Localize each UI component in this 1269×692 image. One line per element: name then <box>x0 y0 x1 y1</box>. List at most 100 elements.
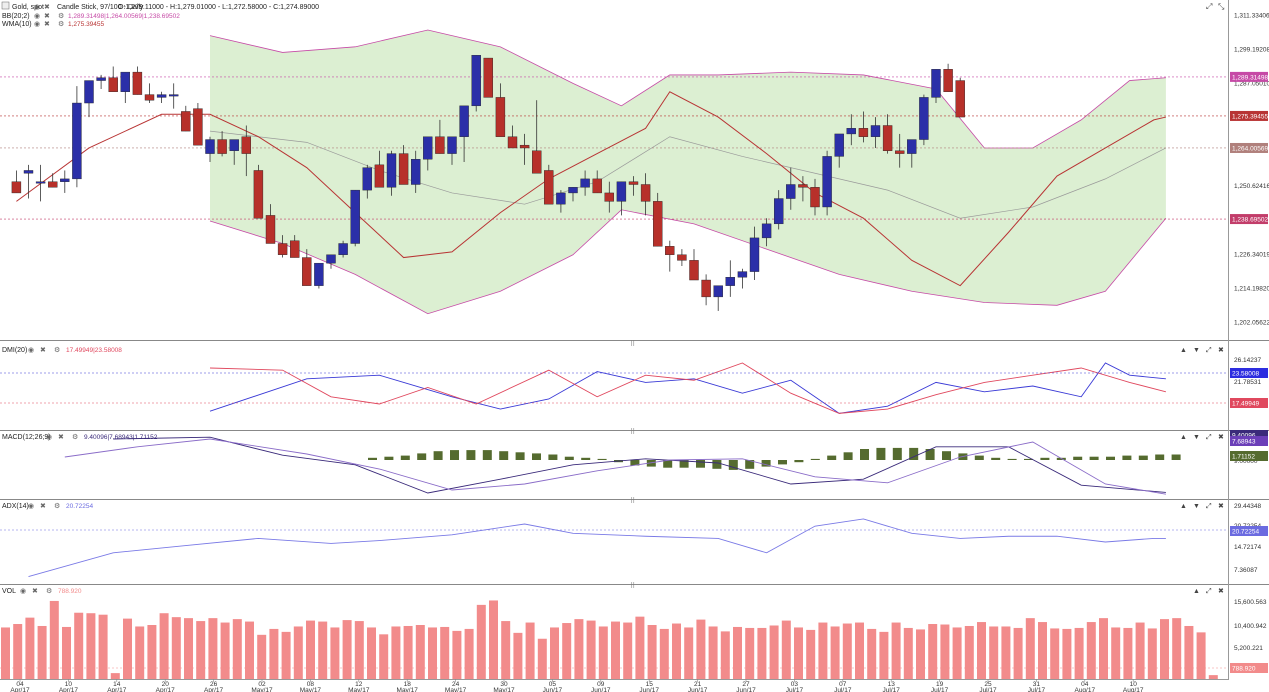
candle-body <box>277 243 288 255</box>
candle-body <box>834 133 844 157</box>
pane-up-icon[interactable]: ▲ <box>1193 588 1200 595</box>
candle-body <box>229 139 239 151</box>
macd-visibility-icon[interactable]: ◉ <box>46 434 52 441</box>
candle-body <box>193 108 203 146</box>
volume-bar <box>1147 628 1157 679</box>
chart-header: Gold, spot ◉ ✖ Candle Stick, 97/100 - Da… <box>1 1 1225 28</box>
candle-body <box>725 277 735 286</box>
volume-bar <box>818 622 828 679</box>
macd-hist-bar <box>925 449 935 460</box>
vol-settings-icon[interactable]: ⚙ <box>46 587 52 595</box>
pane-close-icon[interactable]: ✖ <box>1218 503 1224 510</box>
ohlc-readout: O:1,279.11000 - H:1,279.01000 - L:1,272.… <box>118 4 319 11</box>
adx-close-icon[interactable]: ✖ <box>40 503 46 510</box>
price-pane[interactable] <box>0 0 1228 340</box>
macd-close-icon[interactable]: ✖ <box>58 434 64 441</box>
resize-handle-icon[interactable]: ⠿ <box>630 497 635 505</box>
candle-body <box>628 181 639 185</box>
x-axis-month-label: Jul/17 <box>1028 687 1046 692</box>
wma-value: 1,275.39455 <box>68 21 105 28</box>
collapse-icon[interactable] <box>1 1 10 10</box>
volume-bar <box>208 618 218 679</box>
pane-up-icon[interactable]: ▲ <box>1180 503 1187 510</box>
expand-icon[interactable]: ⤢ <box>1205 2 1212 11</box>
x-axis-day-label: 20 <box>162 681 170 688</box>
candle-body <box>858 128 869 137</box>
dmi-settings-icon[interactable]: ⚙ <box>54 346 60 354</box>
candle-body <box>580 178 590 188</box>
pane-down-icon[interactable]: ▼ <box>1193 347 1200 354</box>
volume-pane[interactable]: VOL ◉ ✖ ⚙ 788.920 ▲ ⤢ ✖ <box>0 587 1228 679</box>
price-tag <box>1230 71 1268 82</box>
bb-indicator-name: BB(20;2) <box>2 13 30 20</box>
macd-hist-bar <box>892 447 902 460</box>
instrument-title: Gold, spot <box>12 4 44 11</box>
vol-indicator-name: VOL <box>2 588 16 595</box>
x-axis-day-label: 21 <box>694 681 702 688</box>
indicator-tag <box>1230 430 1268 440</box>
macd-hist-bar <box>1073 456 1083 460</box>
visibility-icon[interactable]: ◉ <box>34 4 40 11</box>
pane-restore-icon[interactable]: ⤢ <box>1206 588 1212 595</box>
vol-visibility-icon[interactable]: ◉ <box>20 588 26 595</box>
pane-close-icon[interactable]: ✖ <box>1218 434 1224 441</box>
bb-close-icon[interactable]: ✖ <box>44 13 50 20</box>
candle-body <box>737 271 748 278</box>
macd-pane[interactable]: MACD(12;26;9) ◉ ✖ ⚙ 9.40096|7.68943|1.71… <box>2 433 1224 495</box>
adx-line <box>28 518 1166 577</box>
resize-handle-icon[interactable]: ⠿ <box>630 340 635 348</box>
wma-close-icon[interactable]: ✖ <box>44 21 50 28</box>
adx-settings-icon[interactable]: ⚙ <box>54 502 60 510</box>
date-axis[interactable]: 04Apr/1710Apr/1714Apr/1720Apr/1726Apr/17… <box>0 679 1228 692</box>
volume-bar <box>318 621 328 679</box>
wma-settings-icon[interactable]: ⚙ <box>58 20 64 28</box>
resize-handle-icon[interactable]: ⠿ <box>630 582 635 590</box>
x-axis-day-label: 13 <box>888 681 896 688</box>
candle-body <box>761 223 772 239</box>
volume-bar <box>598 626 608 679</box>
adx-visibility-icon[interactable]: ◉ <box>28 503 34 510</box>
x-axis-day-label: 10 <box>65 681 73 688</box>
bb-settings-icon[interactable]: ⚙ <box>58 12 64 20</box>
macd-hist-bar <box>630 460 640 466</box>
pane-restore-icon[interactable]: ⤢ <box>1206 347 1212 354</box>
dmi-visibility-icon[interactable]: ◉ <box>28 347 34 354</box>
pane-restore-icon[interactable]: ⤢ <box>1206 434 1212 441</box>
volume-bar <box>49 600 59 679</box>
candle-body <box>568 187 578 194</box>
close-icon[interactable]: ✖ <box>44 4 50 11</box>
resize-handle-icon[interactable]: ⠿ <box>630 428 635 436</box>
pane-restore-icon[interactable]: ⤢ <box>1206 503 1212 510</box>
pane-close-icon[interactable]: ✖ <box>1218 347 1224 354</box>
bb-visibility-icon[interactable]: ◉ <box>34 13 40 20</box>
fullscreen-icon[interactable]: ⤡ <box>1218 2 1225 11</box>
x-axis-month-label: May/17 <box>493 687 515 692</box>
pane-close-icon[interactable]: ✖ <box>1218 588 1224 595</box>
macd-hist-bar <box>400 455 410 460</box>
candle-body <box>495 97 506 137</box>
volume-bar <box>25 617 35 679</box>
pane-down-icon[interactable]: ▼ <box>1193 503 1200 510</box>
price-axis[interactable]: 1,311.33406 1,299.19208 1,287.05010 1,250.6… <box>1230 13 1269 327</box>
volume-bar <box>159 613 169 679</box>
volume-bar <box>257 634 267 679</box>
x-axis-day-label: 08 <box>307 681 315 688</box>
candle-body <box>120 71 131 92</box>
pane-up-icon[interactable]: ▲ <box>1180 434 1187 441</box>
dmi-pane[interactable]: DMI(20) ◉ ✖ ⚙ 17.49949|23.58008 ▲ ▼ ⤢ ✖ <box>0 346 1228 414</box>
adx-pane[interactable]: ADX(14) ◉ ✖ ⚙ 20.72254 ▲ ▼ ⤢ ✖ <box>0 502 1228 577</box>
candle-body <box>774 198 784 225</box>
wma-visibility-icon[interactable]: ◉ <box>34 21 40 28</box>
candle-body <box>302 257 312 286</box>
pane-down-icon[interactable]: ▼ <box>1193 434 1200 441</box>
candle-body <box>181 111 191 132</box>
volume-bar <box>13 624 23 679</box>
vol-close-icon[interactable]: ✖ <box>32 588 38 595</box>
pane-up-icon[interactable]: ▲ <box>1180 347 1187 354</box>
macd-settings-icon[interactable]: ⚙ <box>72 433 78 441</box>
candle-body <box>48 181 58 188</box>
indicator-axis-label: 29.44348 <box>1234 503 1261 510</box>
dmi-close-icon[interactable]: ✖ <box>40 347 46 354</box>
volume-bar <box>1062 628 1072 679</box>
